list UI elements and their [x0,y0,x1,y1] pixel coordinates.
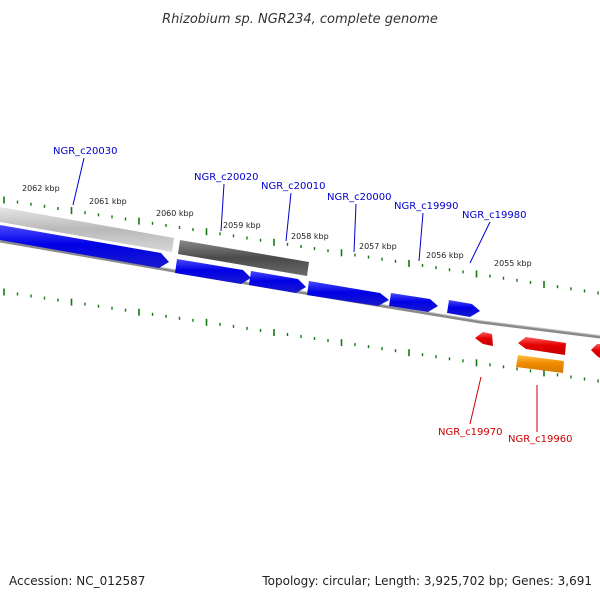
gene-arrow-ngr-c19980[interactable] [447,300,480,317]
gene-label-ngr-c20020[interactable]: NGR_c20020 [194,172,259,183]
gene-label-ngr-c19970[interactable]: NGR_c19970 [438,427,503,438]
tick-label-2055: 2055 kbp [494,259,532,268]
gene-label-ngr-c19960[interactable]: NGR_c19960 [508,434,573,445]
scale-ticks-outer [3,196,599,295]
forward-gene-arrows [0,225,480,317]
gene-leader-lines [72,157,538,432]
gene-label-ngr-c20000[interactable]: NGR_c20000 [327,192,392,203]
gene-arrow-ngr-c19960-red[interactable] [518,337,566,355]
gene-arrow-partial-edge[interactable] [591,344,600,358]
leader-ngr-c20020 [220,183,225,232]
tick-label-2058: 2058 kbp [291,232,329,241]
page-title: Rhizobium sp. NGR234, complete genome [162,12,438,27]
region-band-light [0,207,174,252]
gene-label-ngr-c19980[interactable]: NGR_c19980 [462,210,527,221]
gene-arrow-ngr-c20000[interactable] [307,281,389,306]
scale-ticks-inner [3,288,599,383]
gene-arrow-ngr-c19990[interactable] [389,293,438,312]
gene-box-ngr-c19960-orange[interactable] [516,355,564,373]
gene-label-ngr-c20010[interactable]: NGR_c20010 [261,181,326,192]
gene-label-ngr-c19990[interactable]: NGR_c19990 [394,201,459,212]
scale-labels: 2062 kbp 2061 kbp 2060 kbp 2059 kbp 2058… [22,184,532,268]
tick-label-2062: 2062 kbp [22,184,60,193]
genome-summary-text: Topology: circular; Length: 3,925,702 bp… [261,574,592,588]
gene-arrow-ngr-c20020[interactable] [175,259,251,284]
leader-ngr-c19980 [469,221,491,264]
gene-arrow-ngr-c20010[interactable] [249,271,306,293]
gene-label-ngr-c20030[interactable]: NGR_c20030 [53,146,118,157]
gene-arrow-reverse-small[interactable] [475,332,493,346]
leader-ngr-c20000 [353,203,357,253]
leader-ngr-c19990 [418,212,424,262]
tick-label-2056: 2056 kbp [426,251,464,260]
gene-arrow-ngr-c20030[interactable] [0,225,169,268]
leader-ngr-c20010 [285,192,292,242]
tick-label-2057: 2057 kbp [359,242,397,251]
tick-label-2061: 2061 kbp [89,197,127,206]
tick-label-2060: 2060 kbp [156,209,194,218]
leader-ngr-c19970 [469,376,482,425]
region-bands [0,207,309,276]
gene-labels: NGR_c20030 NGR_c20020 NGR_c20010 NGR_c20… [53,146,573,445]
leader-ngr-c20030 [72,157,85,206]
region-band-dark [178,240,309,276]
reverse-gene-arrows [475,332,600,373]
tick-label-2059: 2059 kbp [223,221,261,230]
accession-text: Accession: NC_012587 [9,574,145,588]
